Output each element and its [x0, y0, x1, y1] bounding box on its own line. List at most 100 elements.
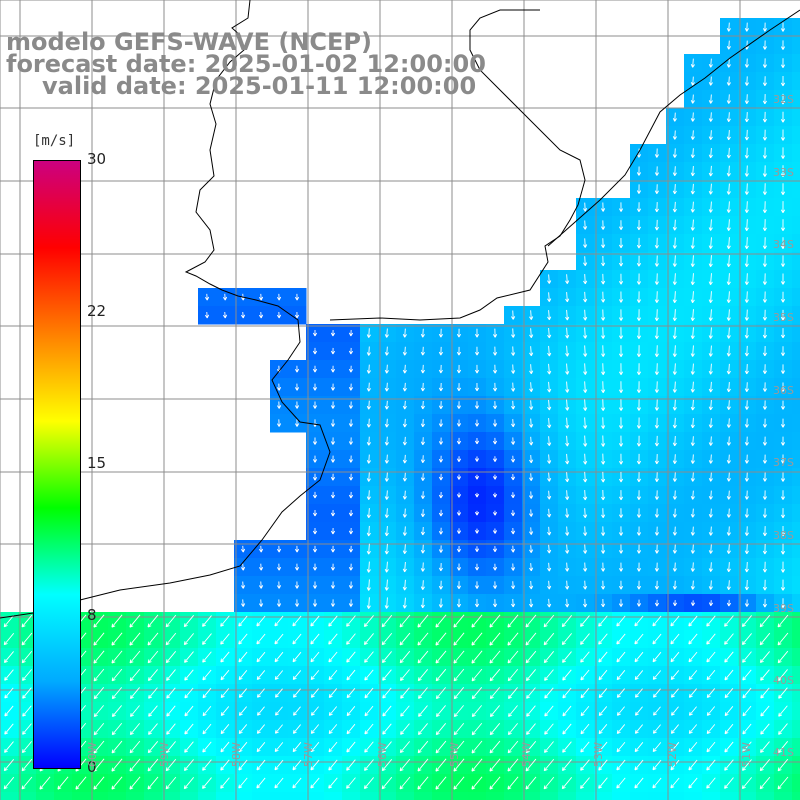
wind-arrow [492, 456, 498, 462]
wind-arrow [601, 363, 606, 375]
wind-arrow [529, 364, 534, 375]
wind-arrow [618, 381, 624, 393]
wind-arrow [348, 581, 354, 589]
wind-arrow [111, 758, 123, 772]
wind-arrow [4, 669, 14, 681]
wind-arrow [492, 419, 498, 427]
wind-arrow [111, 650, 123, 664]
wind-arrow [759, 759, 771, 772]
wind-arrow [654, 184, 659, 194]
wind-arrow [618, 453, 624, 465]
wind-arrow [762, 76, 768, 86]
wind-arrow [474, 438, 480, 445]
wind-arrow [762, 508, 768, 518]
wind-arrow [543, 651, 555, 664]
wind-arrow [708, 454, 713, 464]
wind-arrow [130, 705, 140, 717]
wind-cell [792, 756, 800, 775]
wind-arrow [778, 705, 788, 717]
wind-arrow [184, 687, 194, 699]
wind-arrow [435, 705, 446, 717]
wind-arrow [366, 400, 371, 410]
wind-arrow [726, 418, 731, 428]
wind-arrow [583, 363, 588, 375]
wind-arrow [762, 454, 768, 464]
wind-arrow [438, 598, 443, 608]
wind-arrow [618, 562, 624, 572]
wind-arrow [565, 490, 570, 500]
wind-arrow [654, 148, 660, 158]
wind-arrow [238, 633, 248, 645]
forecast-date: forecast date: 2025-01-02 12:00:00 [6, 50, 486, 78]
wind-arrow [543, 741, 554, 753]
wind-arrow [489, 776, 501, 790]
wind-arrow [276, 545, 282, 553]
wind-arrow [741, 777, 752, 790]
wind-arrow [489, 632, 501, 646]
wind-arrow [382, 741, 392, 753]
wind-arrow [690, 273, 695, 286]
wind-arrow [762, 255, 767, 267]
wind-arrow [780, 418, 786, 428]
wind-arrow [453, 687, 465, 700]
wind-arrow [528, 491, 534, 499]
wind-arrow [435, 758, 447, 772]
wind-arrow [364, 723, 374, 735]
wind-arrow [420, 364, 425, 374]
wind-arrow [744, 508, 749, 518]
wind-arrow [456, 346, 462, 356]
lon-label: 54W [520, 742, 533, 767]
wind-arrow [636, 399, 642, 411]
wind-arrow [580, 759, 590, 771]
wind-arrow [240, 545, 246, 553]
wind-arrow [525, 776, 537, 790]
wind-arrow [690, 327, 695, 339]
wind-arrow [543, 758, 555, 772]
wind-arrow [726, 147, 731, 159]
wind-arrow [708, 291, 713, 304]
wind-arrow [202, 669, 212, 681]
wind-arrow [402, 328, 407, 338]
wind-arrow [618, 327, 624, 339]
wind-arrow [220, 651, 230, 663]
wind-arrow [274, 651, 284, 663]
wind-cell [0, 792, 19, 800]
wind-arrow [580, 777, 590, 789]
wind-cell [792, 360, 800, 379]
wind-arrow [111, 632, 123, 646]
wind-arrow [456, 545, 462, 553]
wind-arrow [183, 777, 195, 790]
wind-arrow [726, 436, 731, 446]
wind-arrow [294, 311, 300, 319]
wind-arrow [690, 580, 695, 590]
wind-arrow [724, 777, 734, 789]
wind-arrow [760, 705, 770, 717]
wind-arrow [688, 633, 698, 645]
wind-arrow [507, 614, 519, 628]
wind-arrow [726, 472, 731, 482]
wind-arrow [580, 723, 590, 735]
wind-arrow [220, 615, 230, 627]
wind-arrow [384, 454, 389, 464]
wind-arrow [330, 581, 336, 589]
wind-arrow [583, 453, 588, 465]
wind-arrow [654, 219, 659, 231]
wind-arrow [562, 741, 572, 753]
wind-arrow [690, 436, 695, 446]
wind-arrow [4, 687, 14, 699]
lat-label: 32S [773, 93, 794, 106]
wind-arrow [453, 705, 465, 718]
wind-arrow [760, 669, 770, 681]
wind-arrow [636, 220, 642, 231]
wind-arrow [489, 614, 501, 628]
wind-arrow [57, 776, 69, 790]
wind-arrow [780, 165, 786, 177]
wind-arrow [330, 599, 336, 607]
wind-arrow [583, 238, 588, 248]
wind-arrow [456, 510, 462, 516]
wind-arrow [762, 111, 767, 123]
wind-arrow [310, 741, 320, 753]
wind-arrow [708, 400, 713, 411]
wind-arrow [330, 347, 336, 355]
wind-arrow [402, 579, 407, 591]
